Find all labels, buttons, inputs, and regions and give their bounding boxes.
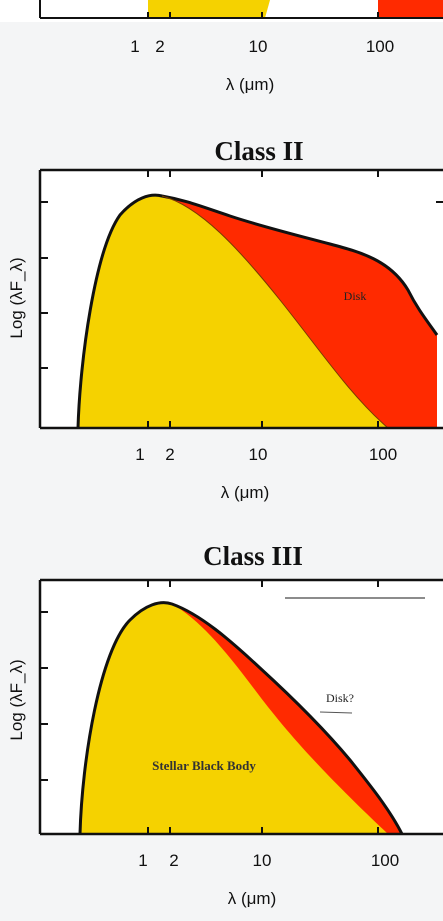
class-ii-tick-label-2: 2	[165, 445, 174, 464]
class-ii-title: Class II	[214, 136, 303, 166]
top-partial-tick-label-100: 100	[366, 37, 394, 56]
class-ii-tick-label-10: 10	[249, 445, 268, 464]
class-ii-tick-label-100: 100	[369, 445, 397, 464]
class-iii-stellar-label: Stellar Black Body	[152, 758, 256, 773]
top-partial-x-axis-label: λ (μm)	[226, 75, 275, 94]
class-iii-y-axis-label: Log (λF_λ)	[7, 659, 26, 740]
top-partial-tick-label-2: 2	[155, 37, 164, 56]
top-partial-tick-label-10: 10	[249, 37, 268, 56]
class-iii-tick-label-100: 100	[371, 851, 399, 870]
class-iii-title: Class III	[203, 541, 303, 571]
class-iii-sed-curve	[78, 601, 404, 835]
class-ii-x-axis-label: λ (μm)	[221, 483, 270, 502]
class-ii-stellar-curve	[161, 195, 389, 429]
class-iii-tick-label-10: 10	[253, 851, 272, 870]
class-iii-tick-label-2: 2	[169, 851, 178, 870]
class-iii-panel: Class III Disk? Stellar Black Body	[7, 541, 443, 908]
class-ii-stellar-fill	[78, 195, 388, 428]
class-ii-disk-label: Disk	[344, 289, 367, 303]
class-ii-blank-patch	[300, 195, 430, 220]
class-iii-stellar-fill	[80, 602, 388, 834]
top-partial-stellar-fill	[148, 0, 270, 18]
class-iii-disk-label: Disk?	[326, 691, 354, 705]
class-iii-x-axis-label: λ (μm)	[228, 889, 277, 908]
top-partial-tick-label-1: 1	[130, 37, 139, 56]
class-ii-y-axis-label: Log (λF_λ)	[7, 257, 26, 338]
class-ii-sed-curve	[76, 193, 439, 429]
top-partial-disk-fill	[378, 0, 443, 18]
top-partial-panel: 1 2 10 100 λ (μm)	[0, 0, 443, 94]
class-ii-tick-label-1: 1	[135, 445, 144, 464]
class-iii-tick-label-1: 1	[138, 851, 147, 870]
class-iii-disk-pointer	[319, 711, 353, 714]
class-ii-panel: Class II Disk 1 2	[7, 136, 443, 502]
